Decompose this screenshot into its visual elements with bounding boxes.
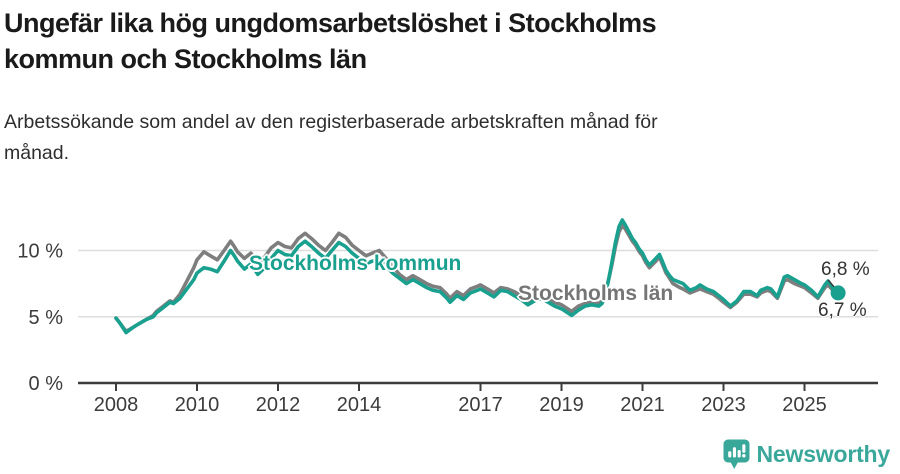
- chart-subtitle-line1: Arbetssökande som andel av den registerb…: [4, 111, 658, 133]
- series-label-stockholms-lan: Stockholms län: [518, 282, 674, 305]
- newsworthy-logo: Newsworthy: [723, 439, 890, 470]
- series-line-stockholms-kommun: [114, 218, 840, 335]
- series-end-dot: [830, 285, 846, 301]
- end-value-label-kommun: 6,8 %: [821, 259, 870, 280]
- series-line-stockholms-län: [114, 223, 840, 334]
- x-axis-label-2012: 2012: [256, 394, 301, 416]
- y-axis-label-5: 5 %: [29, 307, 64, 329]
- x-axis-label-2023: 2023: [701, 394, 746, 416]
- x-axis-label-2017: 2017: [458, 394, 503, 416]
- newsworthy-bubble-chart-icon: [723, 439, 750, 469]
- page-title-line1: Ungefär lika hög ungdomsarbetslöshet i S…: [4, 8, 657, 38]
- newsworthy-wordmark: Newsworthy: [756, 441, 891, 467]
- y-axis-label-10: 10 %: [17, 241, 63, 263]
- x-axis-label-2008: 2008: [94, 394, 139, 416]
- x-axis-label-2025: 2025: [782, 394, 827, 416]
- chart-subtitle: Arbetssökande som andel av den registerb…: [4, 107, 864, 169]
- y-axis-label-0: 0 %: [29, 373, 64, 395]
- page-title-line2: kommun och Stockholms län: [4, 44, 367, 74]
- end-label-leader-line: [827, 279, 835, 288]
- series-label-stockholms-kommun: Stockholms kommun: [249, 252, 462, 275]
- x-axis-label-2014: 2014: [337, 394, 382, 416]
- x-axis-label-2019: 2019: [539, 394, 584, 416]
- end-value-label-lan: 6,7 %: [818, 300, 867, 321]
- chart-subtitle-line2: månad.: [4, 142, 70, 164]
- page-title: Ungefär lika hög ungdomsarbetslöshet i S…: [4, 5, 884, 77]
- x-axis-label-2010: 2010: [175, 394, 220, 416]
- x-axis-label-2021: 2021: [620, 394, 665, 416]
